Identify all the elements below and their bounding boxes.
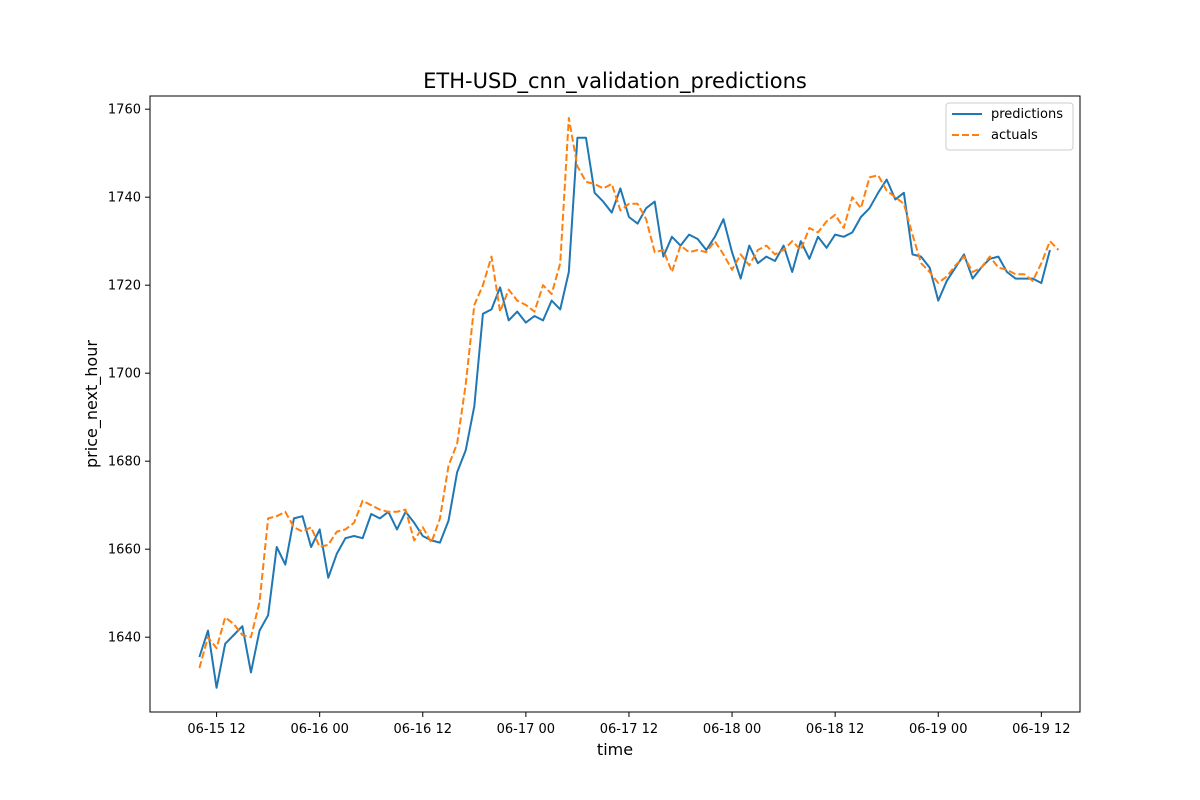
plot-frame (149, 95, 1081, 713)
y-tick-label: 1720 (108, 279, 141, 294)
y-tick-label: 1760 (108, 103, 141, 118)
x-tick-label: 06-16 12 (394, 722, 452, 737)
x-tick-label: 06-17 00 (497, 722, 555, 737)
x-tick-label: 06-19 00 (909, 722, 967, 737)
x-tick-label: 06-15 12 (187, 722, 245, 737)
legend-label-actuals: actuals (991, 128, 1038, 143)
series-line-actuals (198, 117, 1060, 669)
x-tick-label: 06-19 12 (1012, 722, 1070, 737)
plot-lines (198, 117, 1060, 689)
y-tick-label: 1660 (108, 543, 141, 558)
y-tick-label: 1740 (108, 191, 141, 206)
y-axis-label: price_next_hour (82, 340, 102, 468)
x-tick-label: 06-18 00 (703, 722, 761, 737)
chart-title: ETH-USD_cnn_validation_predictions (423, 69, 807, 94)
y-tick-label: 1700 (108, 367, 141, 382)
x-tick-label: 06-17 12 (600, 722, 658, 737)
x-tick-label: 06-16 00 (290, 722, 348, 737)
x-tick-label: 06-18 12 (806, 722, 864, 737)
x-axis-label: time (597, 740, 633, 759)
legend: predictions actuals (945, 102, 1074, 151)
y-axis: 1640 1660 1680 1700 1720 1740 1760 (108, 103, 150, 646)
series-line-predictions (198, 136, 1051, 689)
y-tick-label: 1680 (108, 455, 141, 470)
y-tick-label: 1640 (108, 631, 141, 646)
legend-label-predictions: predictions (991, 107, 1063, 122)
x-axis: 06-15 12 06-16 00 06-16 12 06-17 00 06-17 12… (187, 712, 1071, 737)
